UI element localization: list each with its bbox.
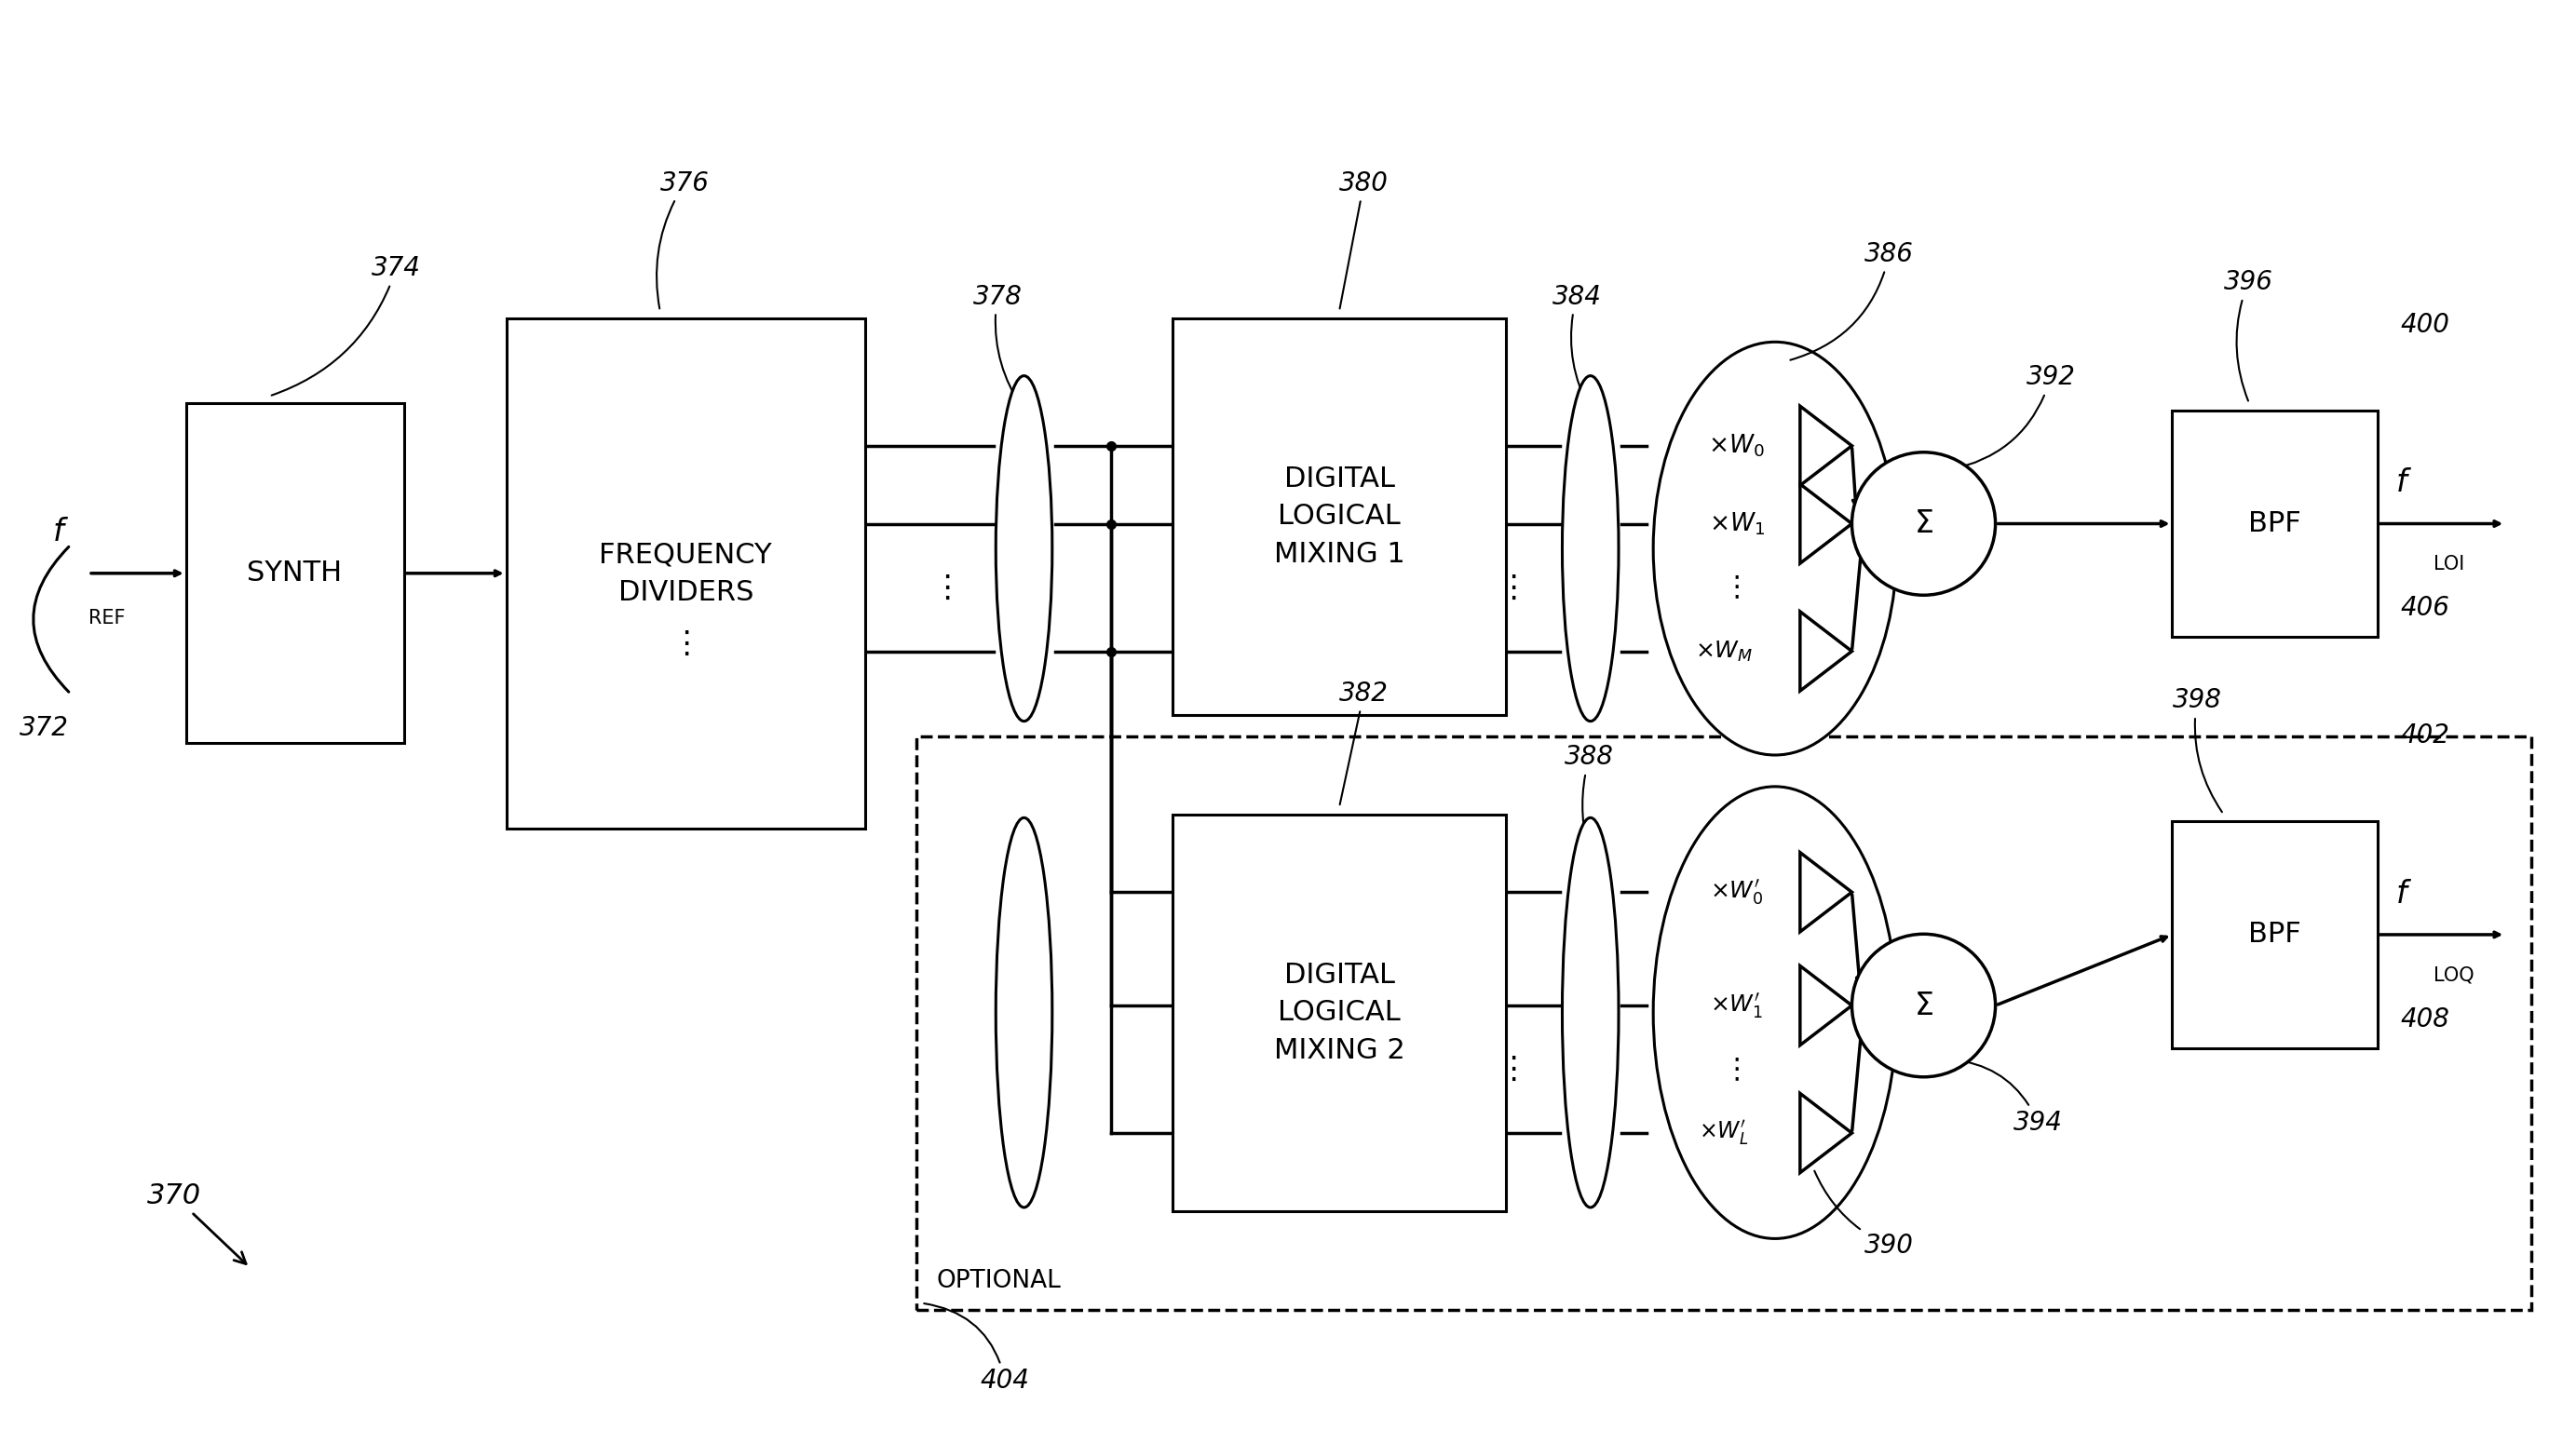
Ellipse shape [997,818,1051,1207]
Text: $\times W_0'$: $\times W_0'$ [1710,878,1765,907]
Bar [2172,821,2378,1048]
Text: SYNTH: SYNTH [247,559,343,586]
Text: LOI: LOI [2434,555,2465,573]
Text: 398: 398 [2172,688,2223,812]
Text: 390: 390 [1814,1171,1914,1258]
Polygon shape [1801,1094,1852,1173]
Text: $\times W_L'$: $\times W_L'$ [1700,1118,1749,1147]
Polygon shape [1801,612,1852,691]
Text: 376: 376 [657,170,708,309]
Polygon shape [1801,965,1852,1045]
Text: 402: 402 [2401,722,2450,749]
Text: 380: 380 [1340,170,1388,309]
Text: BPF: BPF [2249,511,2300,538]
Polygon shape [1801,483,1852,563]
Bar [507,319,866,828]
Bar [1172,814,1507,1211]
Text: 396: 396 [2223,269,2272,400]
Text: LOQ: LOQ [2434,965,2476,984]
Text: 386: 386 [1790,242,1914,360]
Text: $\Sigma$: $\Sigma$ [1914,508,1935,539]
Text: DIGITAL
LOGICAL
MIXING 2: DIGITAL LOGICAL MIXING 2 [1273,961,1404,1064]
Bar [917,736,2532,1310]
Text: 392: 392 [1953,365,2076,469]
Text: $f$: $f$ [2396,878,2411,909]
Text: ⋮: ⋮ [1499,1054,1530,1084]
Text: 408: 408 [2401,1007,2450,1032]
Circle shape [1852,934,1996,1077]
Bar [185,403,404,744]
Text: $\Sigma$: $\Sigma$ [1914,990,1935,1021]
Text: 374: 374 [270,255,420,395]
Ellipse shape [1561,818,1618,1207]
Text: DIGITAL
LOGICAL
MIXING 1: DIGITAL LOGICAL MIXING 1 [1273,465,1404,568]
Polygon shape [1801,406,1852,485]
Text: ⋮: ⋮ [933,572,963,603]
Bar [1172,319,1507,715]
Text: 382: 382 [1340,681,1388,805]
Text: ⋮: ⋮ [1499,572,1530,603]
Text: 406: 406 [2401,595,2450,622]
Ellipse shape [1654,342,1896,755]
Text: ⋮: ⋮ [1723,573,1752,601]
Text: 404: 404 [925,1304,1030,1394]
Text: $\times W_0$: $\times W_0$ [1708,432,1765,459]
Text: $f$: $f$ [2396,468,2411,498]
Text: 400: 400 [2401,312,2450,337]
Text: BPF: BPF [2249,921,2300,948]
Polygon shape [1801,852,1852,932]
Circle shape [1852,452,1996,595]
Bar [2172,410,2378,636]
Text: $\times W_1'$: $\times W_1'$ [1710,991,1762,1020]
Text: ⋮: ⋮ [1723,1055,1752,1083]
Text: $\times W_1$: $\times W_1$ [1708,511,1765,536]
Text: 388: 388 [1564,744,1615,854]
Text: 370: 370 [147,1183,245,1264]
Ellipse shape [997,376,1051,721]
Text: OPTIONAL: OPTIONAL [938,1268,1061,1293]
Text: 394: 394 [1953,1060,2063,1135]
Ellipse shape [1654,787,1896,1238]
Text: 378: 378 [974,283,1023,408]
Text: REF: REF [88,609,126,628]
Ellipse shape [1561,376,1618,721]
Text: 372: 372 [18,715,70,741]
Text: $f$: $f$ [52,518,70,548]
Text: ⋮: ⋮ [670,629,701,659]
Text: 384: 384 [1551,283,1602,408]
Text: FREQUENCY
DIVIDERS: FREQUENCY DIVIDERS [600,541,773,606]
Text: $\times W_M$: $\times W_M$ [1695,639,1752,664]
